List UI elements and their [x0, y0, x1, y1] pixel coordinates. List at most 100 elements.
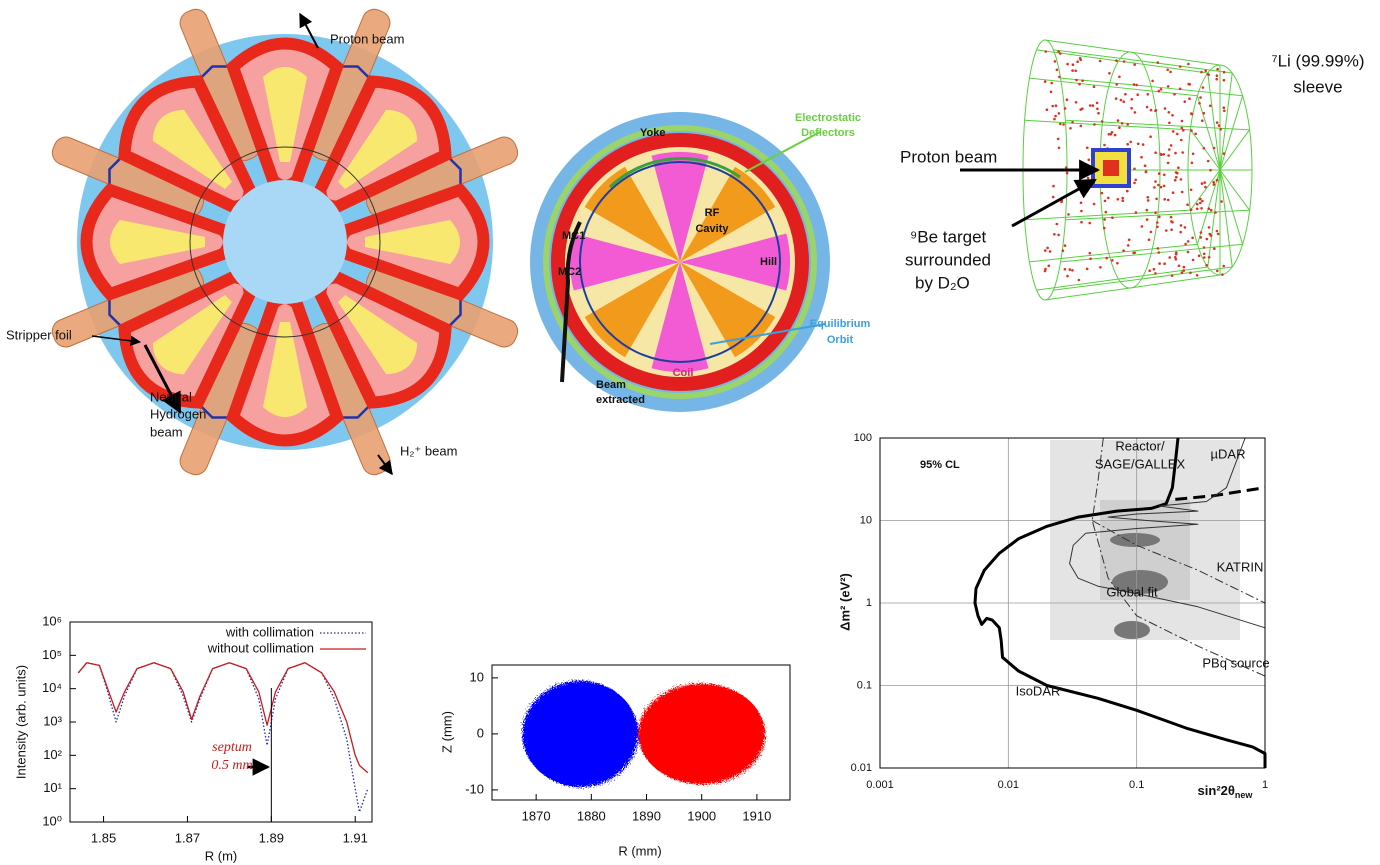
event	[1207, 207, 1211, 210]
x-tick-label: 1890	[632, 808, 661, 823]
series-line	[1175, 486, 1266, 501]
event	[1053, 117, 1056, 121]
x-tick-label: 0.1	[1129, 779, 1144, 791]
event	[1154, 151, 1157, 154]
label: Deflectors	[801, 127, 855, 139]
event	[1179, 230, 1182, 234]
event	[1209, 168, 1212, 172]
event	[1158, 262, 1161, 265]
y-tick-label: 10¹	[43, 780, 62, 795]
event	[1065, 171, 1069, 175]
event	[1186, 240, 1190, 243]
plot-frame	[69, 621, 373, 823]
event	[1152, 267, 1156, 271]
event	[1201, 199, 1204, 203]
event	[1184, 242, 1187, 246]
event	[1175, 175, 1178, 179]
label: MC2	[558, 266, 581, 278]
event	[1088, 251, 1092, 255]
fit-region	[1114, 621, 1150, 639]
series-line	[1069, 437, 1266, 629]
event	[1183, 100, 1187, 103]
event	[1071, 269, 1074, 272]
event	[1181, 151, 1184, 154]
deflector	[608, 157, 741, 189]
y-tick-label: 1	[866, 597, 872, 609]
event	[1188, 97, 1191, 100]
event	[1222, 106, 1226, 109]
series-line	[1091, 437, 1266, 677]
label: RF	[705, 207, 720, 219]
event	[1154, 109, 1158, 112]
event	[1055, 68, 1059, 72]
event	[1178, 65, 1182, 68]
event	[1053, 233, 1056, 236]
event	[1057, 146, 1061, 150]
event	[1058, 75, 1061, 79]
pole-core	[152, 295, 232, 375]
inner-orbit	[189, 146, 381, 338]
series-line	[973, 437, 1267, 768]
event	[1171, 130, 1175, 133]
event	[1107, 196, 1110, 200]
annotation: IsoDAR	[1016, 683, 1061, 698]
event	[1203, 181, 1206, 184]
y-tick-label: 0	[477, 725, 484, 740]
annotation: PBq source	[1202, 655, 1269, 670]
y-tick-label: -10	[465, 781, 484, 796]
event	[1086, 176, 1090, 180]
event	[1198, 102, 1201, 105]
event	[1113, 133, 1117, 137]
event	[1168, 121, 1171, 125]
event	[1166, 85, 1170, 88]
y-tick-label: 10	[470, 669, 484, 684]
event	[1180, 119, 1184, 123]
event	[1046, 246, 1049, 250]
event	[1140, 155, 1143, 159]
event	[1202, 252, 1206, 256]
sleeve-spoke	[1219, 95, 1244, 171]
event	[1188, 83, 1192, 86]
event	[1103, 143, 1106, 147]
event	[1119, 98, 1123, 102]
event	[1136, 93, 1139, 96]
event	[1190, 112, 1193, 115]
x-tick-label: 1.89	[259, 830, 284, 845]
event	[1182, 269, 1185, 272]
fit-region	[1112, 570, 1168, 594]
y-tick-label: 10⁶	[42, 613, 62, 628]
event	[1126, 189, 1129, 193]
y-axis-label: Intensity (arb. units)	[13, 665, 28, 779]
event	[1163, 198, 1166, 201]
event	[1151, 79, 1154, 83]
event	[1099, 266, 1102, 269]
event	[1118, 126, 1121, 129]
event	[1066, 274, 1069, 278]
event	[1116, 119, 1120, 122]
event	[1195, 202, 1199, 206]
event	[1156, 247, 1160, 250]
event	[1079, 124, 1083, 128]
event	[1182, 129, 1185, 132]
event	[1216, 67, 1219, 71]
hill	[651, 152, 709, 262]
annotation: KATRIN	[1217, 559, 1264, 574]
label: Neutral	[150, 389, 192, 404]
arrow	[377, 454, 393, 476]
sleeve-spoke	[1207, 169, 1221, 268]
x-tick-label: 1900	[687, 808, 716, 823]
event	[1215, 74, 1219, 77]
event	[1122, 100, 1125, 103]
x-tick-label: 1880	[577, 808, 606, 823]
event	[1194, 132, 1197, 136]
event	[1111, 216, 1114, 219]
event	[1169, 144, 1173, 147]
event	[1190, 129, 1193, 132]
event	[1062, 123, 1065, 126]
event	[1149, 108, 1153, 112]
event	[1180, 138, 1183, 142]
arrow	[1011, 178, 1097, 228]
event	[1133, 181, 1136, 185]
event	[1177, 166, 1180, 169]
event	[1186, 250, 1190, 254]
